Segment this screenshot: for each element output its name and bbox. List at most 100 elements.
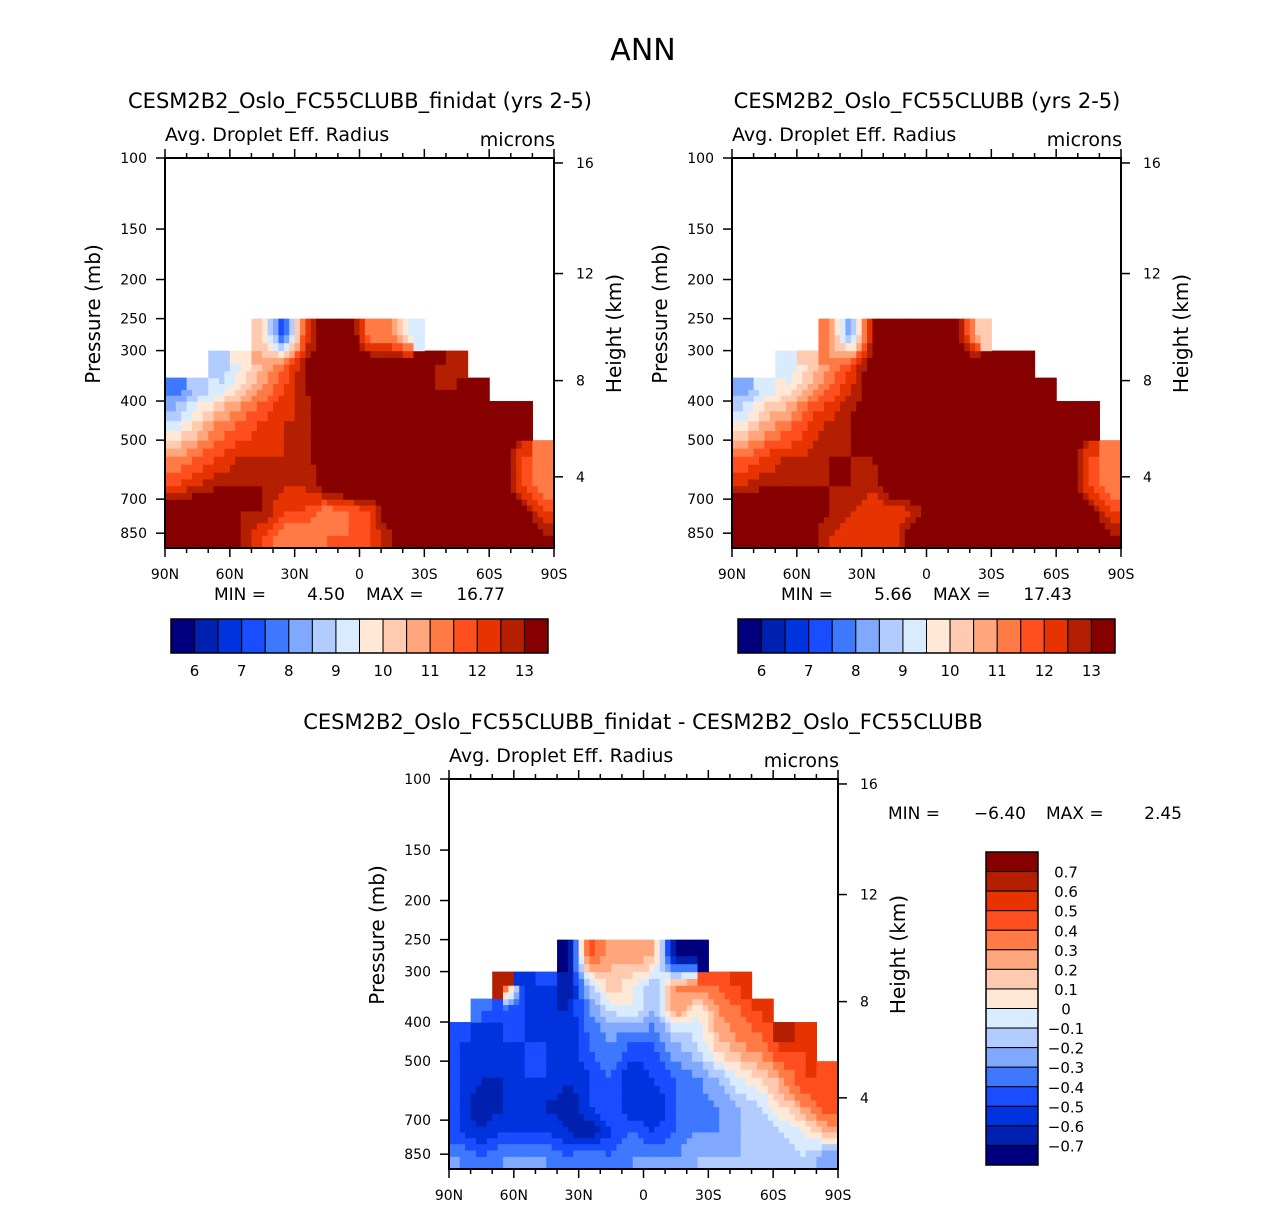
contour-cell xyxy=(643,1106,650,1114)
contour-cell xyxy=(877,326,884,336)
contour-cell xyxy=(283,528,290,536)
contour-cell xyxy=(948,410,955,422)
contour-cell xyxy=(327,389,334,396)
contour-cell xyxy=(1072,499,1079,506)
contour-cell xyxy=(359,499,366,506)
contour-cell xyxy=(724,1120,731,1127)
contour-cell xyxy=(769,420,776,431)
contour-cell xyxy=(375,420,382,431)
contour-cell xyxy=(686,1120,693,1127)
contour-cell xyxy=(492,1149,499,1157)
contour-cell xyxy=(499,541,506,549)
contour-cell xyxy=(778,1149,785,1157)
contour-cell xyxy=(229,528,236,536)
contour-cell xyxy=(764,430,771,441)
contour-cell xyxy=(197,485,204,493)
contour-cell xyxy=(467,440,474,449)
contour-cell xyxy=(996,485,1003,493)
contour-cell xyxy=(429,464,436,473)
contour-cell xyxy=(883,522,890,530)
contour-cell xyxy=(310,456,317,465)
contour-cell xyxy=(381,334,388,344)
contour-cell xyxy=(807,541,814,549)
contour-cell xyxy=(697,1156,704,1164)
contour-cell xyxy=(996,522,1003,530)
contour-cell xyxy=(829,430,836,441)
contour-cell xyxy=(1012,377,1019,385)
contour-cell xyxy=(348,430,355,441)
contour-cell xyxy=(235,448,242,457)
contour-cell xyxy=(364,389,371,396)
contour-cell xyxy=(567,1120,574,1127)
contour-cell xyxy=(759,535,766,543)
contour-cell xyxy=(300,456,307,465)
contour-cell xyxy=(370,528,377,536)
contour-cell xyxy=(424,448,431,457)
contour-cell xyxy=(573,1120,580,1127)
contour-cell xyxy=(402,522,409,530)
contour-cell xyxy=(251,342,258,352)
contour-cell xyxy=(643,1143,650,1151)
contour-cell xyxy=(1007,401,1014,412)
contour-cell xyxy=(546,1131,553,1139)
contour-cell xyxy=(872,528,879,536)
contour-cell xyxy=(381,492,388,500)
contour-cell xyxy=(931,528,938,536)
contour-cell xyxy=(1002,370,1009,379)
contour-cell xyxy=(497,1137,504,1145)
contour-cell xyxy=(310,516,317,524)
contour-cell xyxy=(186,528,193,536)
contour-cell xyxy=(1023,478,1030,487)
contour-cell xyxy=(931,389,938,396)
contour-cell xyxy=(605,1106,612,1114)
contour-cell xyxy=(697,1120,704,1127)
contour-cell xyxy=(611,1137,618,1145)
contour-cell xyxy=(813,522,820,530)
contour-cell xyxy=(786,485,793,493)
contour-cell xyxy=(348,334,355,344)
contour-cell xyxy=(402,395,409,402)
contour-cell xyxy=(208,504,215,512)
contour-cell xyxy=(1115,448,1122,457)
contour-cell xyxy=(278,499,285,506)
contour-cell xyxy=(370,326,377,336)
contour-cell xyxy=(948,430,955,441)
contour-cell xyxy=(751,1106,758,1114)
contour-cell xyxy=(381,448,388,457)
contour-cell xyxy=(807,440,814,449)
contour-cell xyxy=(546,1162,553,1170)
contour-cell xyxy=(267,334,274,344)
contour-cell xyxy=(513,1113,520,1121)
contour-cell xyxy=(516,464,523,473)
contour-cell xyxy=(526,516,533,524)
contour-cell xyxy=(278,395,285,402)
contour-cell xyxy=(348,448,355,457)
contour-cell xyxy=(429,389,436,396)
contour-cell xyxy=(627,1125,634,1133)
contour-cell xyxy=(850,485,857,493)
contour-cell xyxy=(343,541,350,549)
contour-cell xyxy=(829,478,836,487)
contour-cell xyxy=(780,510,787,518)
contour-cell xyxy=(240,370,247,379)
contour-cell xyxy=(1061,430,1068,441)
contour-cell xyxy=(823,334,830,344)
contour-cell xyxy=(256,528,263,536)
contour-cell xyxy=(540,1125,547,1133)
contour-cell xyxy=(224,364,231,372)
contour-cell xyxy=(354,535,361,543)
contour-cell xyxy=(813,430,820,441)
contour-cell xyxy=(1110,504,1117,512)
contour-cell xyxy=(910,389,917,396)
contour-cell xyxy=(327,440,334,449)
contour-cell xyxy=(910,326,917,336)
contour-cell xyxy=(267,410,274,422)
contour-cell xyxy=(413,472,420,480)
contour-cell xyxy=(759,504,766,512)
contour-cell xyxy=(316,389,323,396)
contour-cell xyxy=(675,1131,682,1139)
contour-cell xyxy=(386,420,393,431)
contour-cell xyxy=(991,492,998,500)
contour-cell xyxy=(904,383,911,390)
contour-cell xyxy=(543,448,550,457)
